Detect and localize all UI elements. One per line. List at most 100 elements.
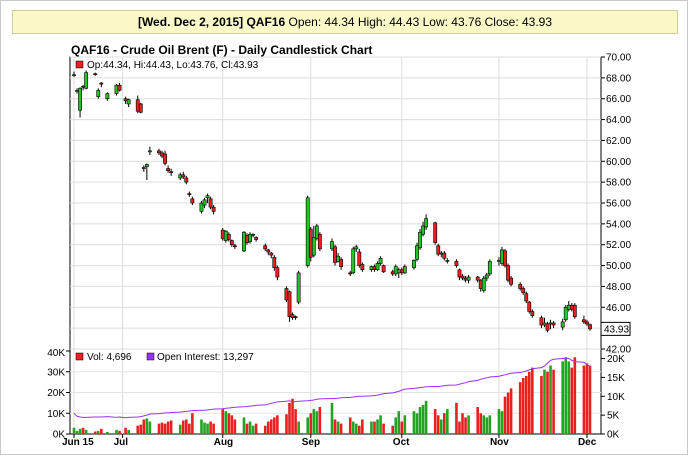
volume-bar bbox=[96, 430, 100, 434]
candle-body bbox=[184, 177, 189, 183]
volume-bar bbox=[230, 415, 234, 434]
candle-body bbox=[290, 314, 295, 319]
volume-bar bbox=[142, 419, 146, 434]
volume-bar bbox=[458, 421, 461, 434]
volume-legend: Vol: 4,696 Open Interest: 13,297 bbox=[75, 352, 254, 363]
volume-tick-label: 20K bbox=[47, 388, 65, 399]
x-tick-label: Aug bbox=[214, 437, 233, 448]
volume-bar bbox=[549, 365, 552, 434]
candle-body bbox=[418, 231, 422, 249]
candle-body bbox=[81, 85, 86, 88]
volume-bar bbox=[582, 365, 586, 434]
volume-bar bbox=[224, 411, 228, 434]
volume-bar bbox=[333, 419, 337, 434]
volume-bar bbox=[461, 413, 464, 434]
volume-bar bbox=[245, 423, 249, 434]
volume-bar bbox=[521, 377, 525, 434]
volume-bar bbox=[312, 409, 316, 434]
candle-body bbox=[293, 316, 298, 319]
candle-body bbox=[169, 171, 174, 174]
candle-body bbox=[305, 197, 310, 266]
volume-bar bbox=[509, 388, 513, 434]
volume-bar bbox=[206, 423, 209, 434]
candle-body bbox=[135, 99, 140, 112]
price-tick-label: 46.00 bbox=[606, 303, 631, 314]
volume-bar bbox=[276, 415, 279, 434]
price-grid bbox=[70, 56, 601, 350]
volume-bar bbox=[163, 423, 167, 434]
candle-body bbox=[223, 230, 228, 241]
volume-bar bbox=[160, 422, 164, 434]
candle-body bbox=[117, 84, 122, 91]
volume-bar bbox=[309, 413, 313, 434]
volume-bar bbox=[124, 427, 127, 434]
candle-body bbox=[287, 291, 292, 317]
x-tick-label: Jun 15 bbox=[62, 437, 94, 448]
volume-bars bbox=[72, 357, 592, 434]
candle-body bbox=[242, 231, 246, 252]
candle-body bbox=[481, 277, 486, 291]
volume-bar bbox=[318, 407, 322, 434]
candle-body bbox=[75, 90, 79, 92]
volume-bar bbox=[570, 367, 574, 434]
candle-body bbox=[166, 168, 170, 171]
candle-body bbox=[475, 276, 480, 281]
volume-bar bbox=[188, 423, 191, 434]
volume-bar bbox=[540, 375, 543, 434]
candle-body bbox=[96, 90, 101, 97]
candle-body bbox=[114, 84, 119, 94]
oi-tick-label: 5K bbox=[607, 411, 620, 422]
price-tick-label: 60.00 bbox=[606, 157, 631, 168]
candle-body bbox=[442, 252, 447, 259]
volume-bar bbox=[467, 415, 470, 434]
volume-bar bbox=[403, 415, 407, 434]
volume-bar bbox=[479, 413, 483, 434]
volume-bar bbox=[81, 427, 85, 434]
candle-body bbox=[160, 152, 164, 157]
volume-bar bbox=[561, 361, 564, 434]
volume-bar bbox=[288, 402, 291, 434]
volume-bar bbox=[269, 419, 273, 434]
candle-body bbox=[354, 246, 359, 250]
volume-bar bbox=[497, 409, 501, 434]
candle-body bbox=[296, 272, 301, 303]
volume-bar bbox=[552, 369, 555, 434]
candle-body bbox=[463, 277, 468, 281]
candle-body bbox=[251, 233, 255, 236]
candle-body bbox=[339, 259, 344, 267]
candle-body bbox=[545, 323, 550, 331]
volume-bar bbox=[100, 428, 103, 434]
candle-body bbox=[123, 98, 128, 102]
x-tick-label: Nov bbox=[490, 437, 509, 448]
volume-bar bbox=[376, 419, 379, 434]
price-tick-label: 62.00 bbox=[606, 136, 631, 147]
oi-legend-swatch bbox=[146, 352, 155, 361]
volume-bar bbox=[118, 430, 121, 434]
volume-bar bbox=[585, 363, 589, 434]
candle-body bbox=[266, 249, 271, 253]
price-tick-label: 50.00 bbox=[606, 261, 631, 272]
quote-ohlc: Open: 44.34 High: 44.43 Low: 43.76 Close… bbox=[288, 15, 553, 29]
oi-tick-label: 10K bbox=[607, 392, 625, 403]
candle-body bbox=[439, 252, 444, 255]
candle-body bbox=[317, 233, 322, 250]
candle-body bbox=[527, 301, 532, 312]
volume-bar bbox=[169, 420, 173, 434]
candle-body bbox=[393, 266, 398, 275]
candle-body bbox=[551, 322, 556, 326]
volume-bar bbox=[482, 415, 486, 434]
volume-bar bbox=[373, 421, 376, 434]
candle-body bbox=[412, 260, 416, 268]
candle-body bbox=[72, 74, 76, 77]
candle-body bbox=[163, 153, 167, 164]
price-tick-label: 54.00 bbox=[606, 219, 631, 230]
volume-bar bbox=[166, 421, 170, 434]
x-tick-label: Sep bbox=[302, 437, 320, 448]
last-price-box bbox=[600, 321, 631, 336]
volume-bar bbox=[506, 392, 510, 434]
candle-body bbox=[93, 73, 98, 76]
volume-legend-text: Vol: 4,696 bbox=[87, 352, 132, 363]
volume-tick-label: 30K bbox=[47, 367, 65, 378]
volume-bar bbox=[588, 365, 592, 434]
candle-body bbox=[248, 233, 252, 242]
